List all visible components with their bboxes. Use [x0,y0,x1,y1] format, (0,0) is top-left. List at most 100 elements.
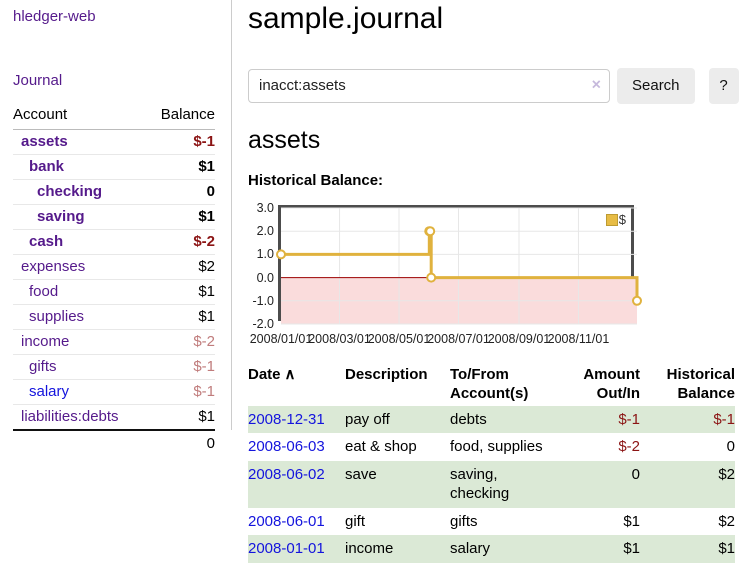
account-link[interactable]: food [29,283,59,300]
accounts-table: Account Balance assets $-1 bank $1 checking 0… [13,102,215,457]
account-balance: $1 [198,208,215,225]
search-input[interactable] [248,68,610,103]
transaction-date-link[interactable]: 2008-12-31 [248,410,325,428]
chart-svg [276,207,642,325]
account-balance: $-1 [193,358,215,375]
transaction-accounts: salary [450,540,491,557]
transaction-accounts: food, supplies [450,438,543,455]
account-heading: assets [248,125,321,154]
account-balance: $2 [198,258,215,275]
transaction-amount: $1 [623,540,640,557]
transaction-balance: 0 [726,438,735,455]
account-row: food $1 [13,279,215,305]
date-header-label: Date [248,366,281,383]
account-link[interactable]: gifts [29,358,57,375]
transaction-date-cell: 2008-06-01 [248,508,345,536]
register-header-row: Date ∧ Description To/From Account(s) Amo… [248,364,735,406]
y-axis-label: 2.0 [256,224,274,239]
account-row: assets $-1 [13,130,215,155]
account-row: salary $-1 [13,379,215,405]
x-axis-label: 2008/03/01 [308,332,371,346]
transaction-accounts: debts [450,410,487,428]
account-link[interactable]: salary [29,383,70,400]
chart-plot-area: $ [276,205,642,325]
transaction-row: 2008-06-01 gift gifts $1 $2 [248,508,735,536]
transaction-description: save [345,465,377,483]
account-balance: $1 [198,283,215,300]
main-content: sample.journal × Search ? assets Histori… [232,0,742,563]
transaction-date-link[interactable]: 2008-06-01 [248,512,325,530]
sidebar-item-journal[interactable]: Journal [13,72,63,89]
help-button[interactable]: ? [708,67,739,104]
register-table: Date ∧ Description To/From Account(s) Amo… [248,364,735,563]
transaction-balance: $-1 [713,410,735,428]
account-row: cash $-2 [13,229,215,255]
y-axis-label: 3.0 [256,201,274,215]
account-row: gifts $-1 [13,354,215,380]
register-header-accounts: To/From Account(s) [450,366,529,402]
transaction-accounts: gifts [450,512,478,530]
transaction-date-link[interactable]: 2008-06-03 [248,438,325,455]
transaction-accounts: saving, checking [450,465,510,503]
account-row: saving $1 [13,204,215,230]
transaction-description: pay off [345,410,390,428]
accounts-total-row: 0 [13,430,215,457]
sidebar: hledger-web Journal Account Balance asse… [0,0,232,563]
y-axis-label: 0.0 [256,270,274,285]
account-link[interactable]: cash [29,233,64,250]
data-point [632,295,642,306]
transaction-date-link[interactable]: 2008-01-01 [248,540,325,557]
account-link[interactable]: income [21,333,70,350]
account-link[interactable]: saving [37,208,85,225]
transaction-date-cell: 2008-12-31 [248,406,345,434]
account-row: income $-2 [13,329,215,355]
account-row: liabilities:debts $1 [13,404,215,431]
account-row: bank $1 [13,154,215,180]
transaction-balance: $1 [718,540,735,557]
balance-chart: $ 3.0 2.0 1.0 0.0 -1.0 -2.0 2008/01/01 2008/03/… [248,200,678,350]
transaction-row: 2008-06-02 save saving, checking 0 $2 [248,460,735,508]
search-form: × Search ? [248,67,739,104]
account-balance: $1 [198,308,215,325]
data-point [425,226,436,237]
x-axis-label: 2008/11/01 [547,332,610,346]
app-title-link[interactable]: hledger-web [13,8,96,25]
transaction-amount: 0 [631,465,640,483]
account-balance: $-1 [193,383,215,400]
accounts-total-value: 0 [206,435,215,452]
account-link[interactable]: checking [37,183,103,200]
page-title: sample.journal [248,2,444,35]
transaction-row: 2008-01-01 income salary $1 $1 [248,535,735,563]
account-link[interactable]: bank [29,158,65,175]
y-axis-label: -1.0 [252,293,274,308]
accounts-header-row: Account Balance [13,102,215,130]
account-row: checking 0 [13,179,215,205]
search-button[interactable]: Search [617,67,695,104]
app-layout: hledger-web Journal Account Balance asse… [0,0,742,563]
legend-swatch [605,213,618,226]
account-link[interactable]: liabilities:debts [21,408,119,425]
transaction-date-cell: 2008-06-03 [248,433,345,461]
account-balance: $-2 [193,333,215,350]
y-axis-label: 1.0 [256,247,274,262]
register-header-amount: Amount Out/In [583,366,640,402]
transaction-amount: $-1 [618,410,640,428]
account-balance: $-2 [193,233,215,250]
account-row: expenses $2 [13,254,215,280]
transaction-description: income [345,540,394,557]
account-row: supplies $1 [13,304,215,330]
sidebar-divider [231,0,232,430]
clear-search-icon[interactable]: × [591,76,601,94]
y-axis-label: -2.0 [252,317,274,331]
account-link[interactable]: assets [21,133,68,150]
register-header-date[interactable]: Date ∧ [248,364,345,406]
account-balance: 0 [206,183,215,200]
data-point [276,249,286,260]
account-link[interactable]: expenses [21,258,86,275]
transaction-balance: $2 [718,465,735,483]
transaction-date-link[interactable]: 2008-06-02 [248,465,325,483]
account-balance: $1 [198,408,215,425]
transaction-description: gift [345,512,366,530]
account-link[interactable]: supplies [29,308,85,325]
transaction-balance: $2 [718,512,735,530]
